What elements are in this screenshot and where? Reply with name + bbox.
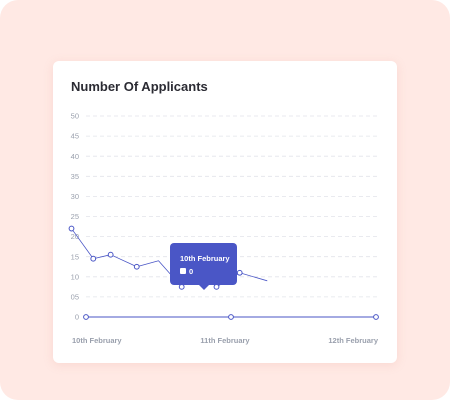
y-tick-label: 20: [71, 232, 79, 241]
y-tick-label: 05: [71, 293, 79, 302]
data-point: [133, 263, 140, 270]
y-axis-ticks: 0 05 10 15 20 25 30 35 40 45 50: [71, 112, 79, 322]
data-point: [83, 314, 89, 320]
data-points: [68, 225, 379, 320]
tooltip-swatch: [180, 268, 186, 274]
y-tick-label: 0: [75, 313, 79, 322]
data-point: [90, 255, 97, 262]
data-tooltip: 10th February 0: [170, 243, 237, 290]
data-point: [178, 283, 185, 290]
y-tick-label: 40: [71, 152, 79, 161]
data-point: [68, 225, 75, 232]
x-tick-label: 10th February: [72, 336, 122, 345]
y-tick-label: 50: [71, 112, 79, 121]
data-point: [236, 269, 243, 276]
y-tick-label: 25: [71, 212, 79, 221]
data-point: [107, 251, 114, 258]
tooltip-value: 0: [189, 266, 194, 276]
data-point: [213, 283, 220, 290]
tooltip-title: 10th February: [180, 254, 230, 263]
y-tick-label: 30: [71, 192, 79, 201]
chart-card: Number Of Applicants: [53, 61, 397, 363]
data-point: [373, 314, 379, 320]
y-tick-label: 35: [71, 172, 79, 181]
x-tick-label: 11th February: [200, 336, 250, 345]
chart-title: Number Of Applicants: [71, 79, 208, 94]
y-tick-label: 10: [71, 272, 79, 281]
y-tick-label: 45: [71, 132, 79, 141]
data-point: [228, 314, 234, 320]
y-tick-label: 15: [71, 252, 79, 261]
x-axis-ticks: 10th February 11th February 12th February: [72, 336, 379, 345]
x-tick-label: 12th February: [328, 336, 378, 345]
